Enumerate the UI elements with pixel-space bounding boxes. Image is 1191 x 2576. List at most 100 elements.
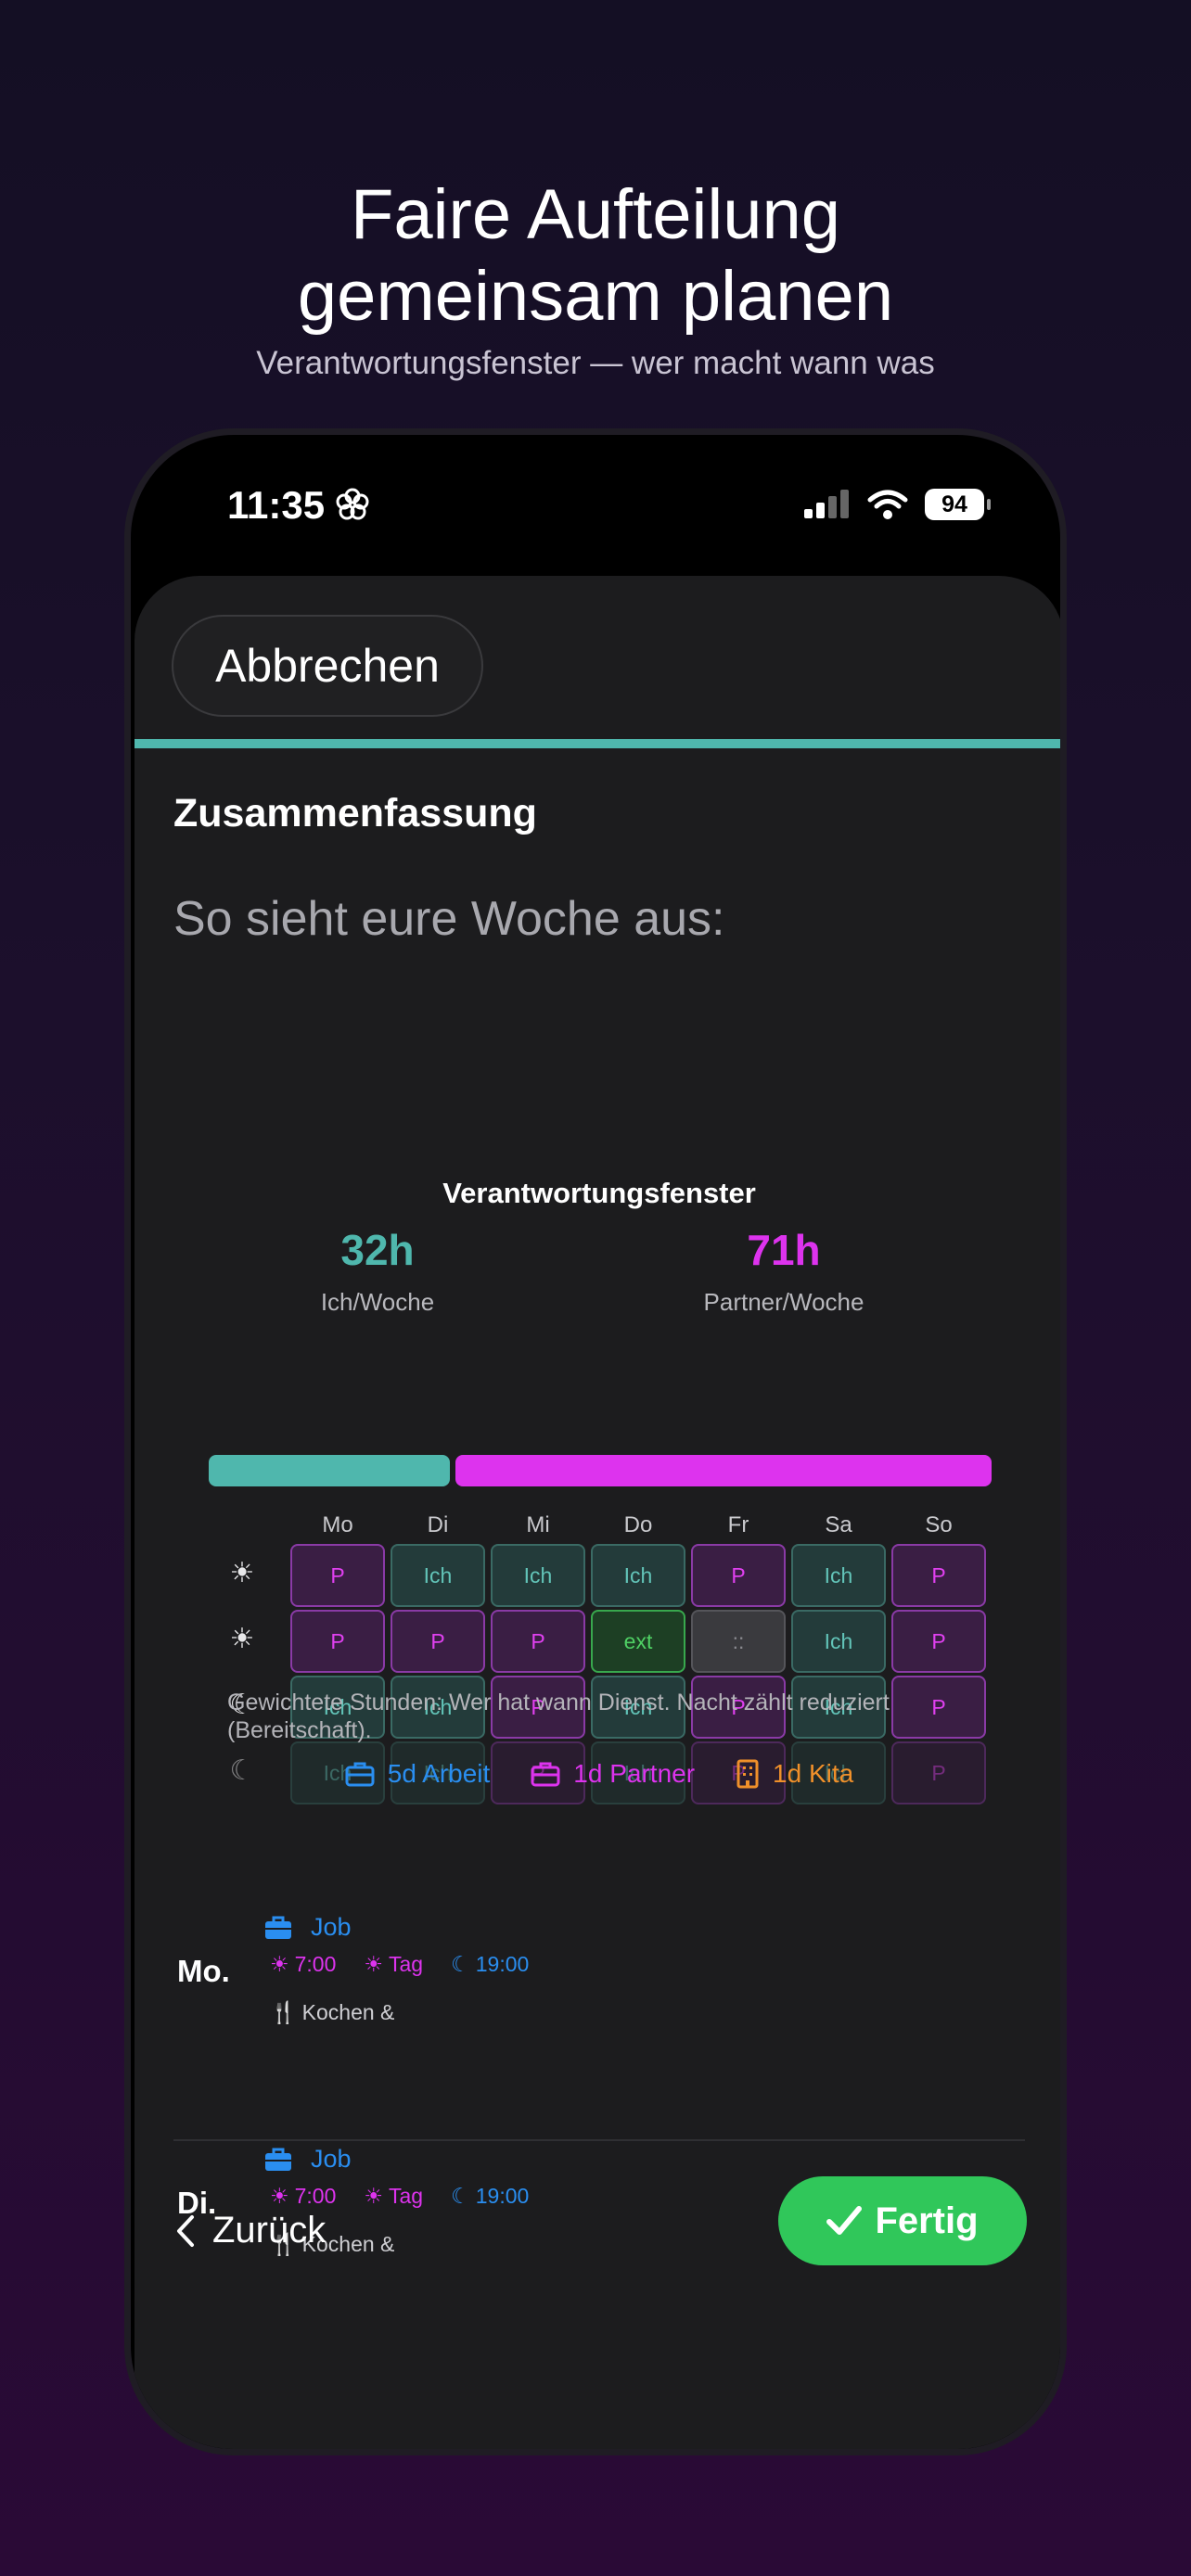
moon-icon: ☾ — [451, 1952, 470, 1976]
grid-note: Gewichtete Stunden: Wer hat wann Dienst.… — [227, 1690, 890, 1743]
status-time: 11:35 — [227, 483, 371, 528]
split-bar-partner — [455, 1455, 992, 1486]
grid-cell: P — [891, 1610, 986, 1673]
night-moon-icon: ☾ — [229, 1755, 255, 1786]
grid-cell: P — [290, 1610, 385, 1673]
chevron-left-icon — [177, 2214, 194, 2247]
grid-day-header: Sa — [825, 1512, 852, 1537]
day-label: Di. — [177, 2186, 217, 2220]
grid-cell: Ich — [591, 1676, 685, 1739]
times-row: ☀ 7:00 ☀ Tag ☾ 19:00 — [270, 1952, 529, 1977]
sun-icon: ☀ — [364, 2184, 384, 2208]
briefcase-icon — [531, 1762, 560, 1787]
my-hours-label: Ich/Woche — [320, 1288, 435, 1316]
fork-knife-icon: 🍴 — [270, 2232, 297, 2256]
building-icon — [736, 1759, 759, 1789]
partner-hours-value: 71h — [747, 1226, 821, 1274]
divider — [173, 2139, 1025, 2141]
grid-cell: Ich — [591, 1544, 685, 1607]
meal-row: 🍴 Kochen & — [270, 2000, 395, 2024]
grid-cell: Ich — [791, 1676, 886, 1739]
progress-indicator — [134, 739, 1060, 748]
promo-subhead: Verantwortungsfenster — wer macht wann w… — [256, 345, 935, 381]
grid-day-header: Di — [427, 1512, 449, 1537]
cellular-signal-icon — [804, 490, 849, 518]
headline-line-1: Faire Aufteilung — [350, 175, 841, 254]
grid-cell: Ich — [290, 1676, 385, 1739]
grid-cell: P — [290, 1544, 385, 1607]
done-button[interactable]: Fertig — [778, 2176, 1027, 2265]
legend-work: 5d Arbeit — [345, 1759, 490, 1789]
grid-day-header: So — [925, 1512, 953, 1537]
grid-cell: Ich — [491, 1544, 585, 1607]
job-row: Job — [264, 2145, 352, 2174]
sunrise-icon: ☀ — [270, 2184, 289, 2208]
times-row: ☀ 7:00 ☀ Tag ☾ 19:00 — [270, 2184, 529, 2209]
grid-cell: ext — [591, 1610, 685, 1673]
grid-cell: :: — [691, 1610, 786, 1673]
grid-cell: Ich — [290, 1741, 385, 1804]
morning-time: ☀ 7:00 — [270, 1952, 337, 1976]
moon-icon: ☾ — [451, 2184, 470, 2208]
evening-moon-icon: ☾ — [229, 1690, 255, 1720]
partner-hours-stat: 71h Partner/Woche — [645, 1225, 923, 1317]
flower-icon — [336, 488, 369, 520]
briefcase-icon — [265, 1916, 291, 1939]
grid-cell: P — [691, 1676, 786, 1739]
card-title: Verantwortungsfenster — [442, 1177, 756, 1209]
lead-text: So sieht eure Woche aus: — [173, 892, 725, 946]
hours-split-bar — [209, 1455, 992, 1486]
grid-cell: P — [491, 1676, 585, 1739]
grid-cell: P — [491, 1610, 585, 1673]
my-hours-stat: 32h Ich/Woche — [238, 1225, 517, 1317]
grid-cell: Ich — [391, 1544, 485, 1607]
evening-time: ☾ 19:00 — [451, 2184, 530, 2208]
grid-day-header: Fr — [727, 1512, 749, 1537]
wifi-icon — [867, 490, 908, 519]
status-bar: 11:35 94 — [131, 435, 1060, 574]
sunrise-icon: ☀ — [270, 1952, 289, 1976]
meal-row: 🍴 Kochen & — [270, 2232, 395, 2256]
sunrise-icon: ☀ — [229, 1558, 255, 1588]
cancel-button[interactable]: Abbrechen — [172, 615, 483, 717]
grid-cell: Ich — [791, 1610, 886, 1673]
legend: 5d Arbeit 1d Partner 1d Kita — [134, 1759, 1060, 1789]
grid-cell: P — [891, 1676, 986, 1739]
headline-line-2: gemeinsam planen — [297, 257, 894, 336]
promo-headline: Faire Aufteilung gemeinsam planen — [0, 174, 1191, 338]
grid-cell: P — [891, 1544, 986, 1607]
schedule-day-di[interactable]: Di. Job ☀ 7:00 ☀ Tag ☾ 19:00 🍴 Kochen & — [172, 2137, 1025, 2323]
partner-hours-label: Partner/Woche — [703, 1288, 864, 1316]
grid-cell: Ich — [391, 1676, 485, 1739]
legend-kita: 1d Kita — [736, 1759, 853, 1789]
legend-partner: 1d Partner — [531, 1759, 695, 1789]
fork-knife-icon: 🍴 — [270, 2000, 297, 2024]
sun-icon: ☀ — [364, 1952, 384, 1976]
grid-day-header: Mi — [526, 1512, 550, 1537]
back-button[interactable]: Zurück — [175, 2210, 326, 2251]
job-row: Job — [264, 1913, 352, 1942]
evening-time: ☾ 19:00 — [451, 1952, 530, 1976]
grid-cell: Ich — [791, 1544, 886, 1607]
briefcase-icon — [345, 1762, 375, 1787]
day-label: Mo. — [177, 1954, 230, 1988]
battery-icon: 94 — [925, 489, 991, 520]
grid-cell: Ich — [591, 1741, 685, 1804]
briefcase-icon — [265, 2148, 291, 2171]
section-title: Zusammenfassung — [173, 791, 537, 835]
grid-cell: Ich — [391, 1741, 485, 1804]
grid-cell: Ich — [791, 1741, 886, 1804]
sun-icon: ☀ — [229, 1624, 255, 1654]
my-hours-value: 32h — [340, 1226, 415, 1274]
grid-cell: P — [391, 1610, 485, 1673]
morning-time: ☀ 7:00 — [270, 2184, 337, 2208]
schedule-day-mo[interactable]: Mo. Job ☀ 7:00 ☀ Tag ☾ 19:00 🍴 Kochen & — [172, 1906, 1025, 2091]
grid-cell: P — [891, 1741, 986, 1804]
grid-cell: P — [691, 1544, 786, 1607]
grid-day-header: Mo — [322, 1512, 353, 1537]
grid-day-header: Do — [623, 1512, 653, 1537]
day-time: ☀ Tag — [364, 2184, 424, 2208]
checkmark-icon — [826, 2206, 863, 2235]
status-icons: 94 — [802, 489, 991, 520]
summary-sheet: Abbrechen Zusammenfassung So sieht eure … — [134, 576, 1060, 2449]
